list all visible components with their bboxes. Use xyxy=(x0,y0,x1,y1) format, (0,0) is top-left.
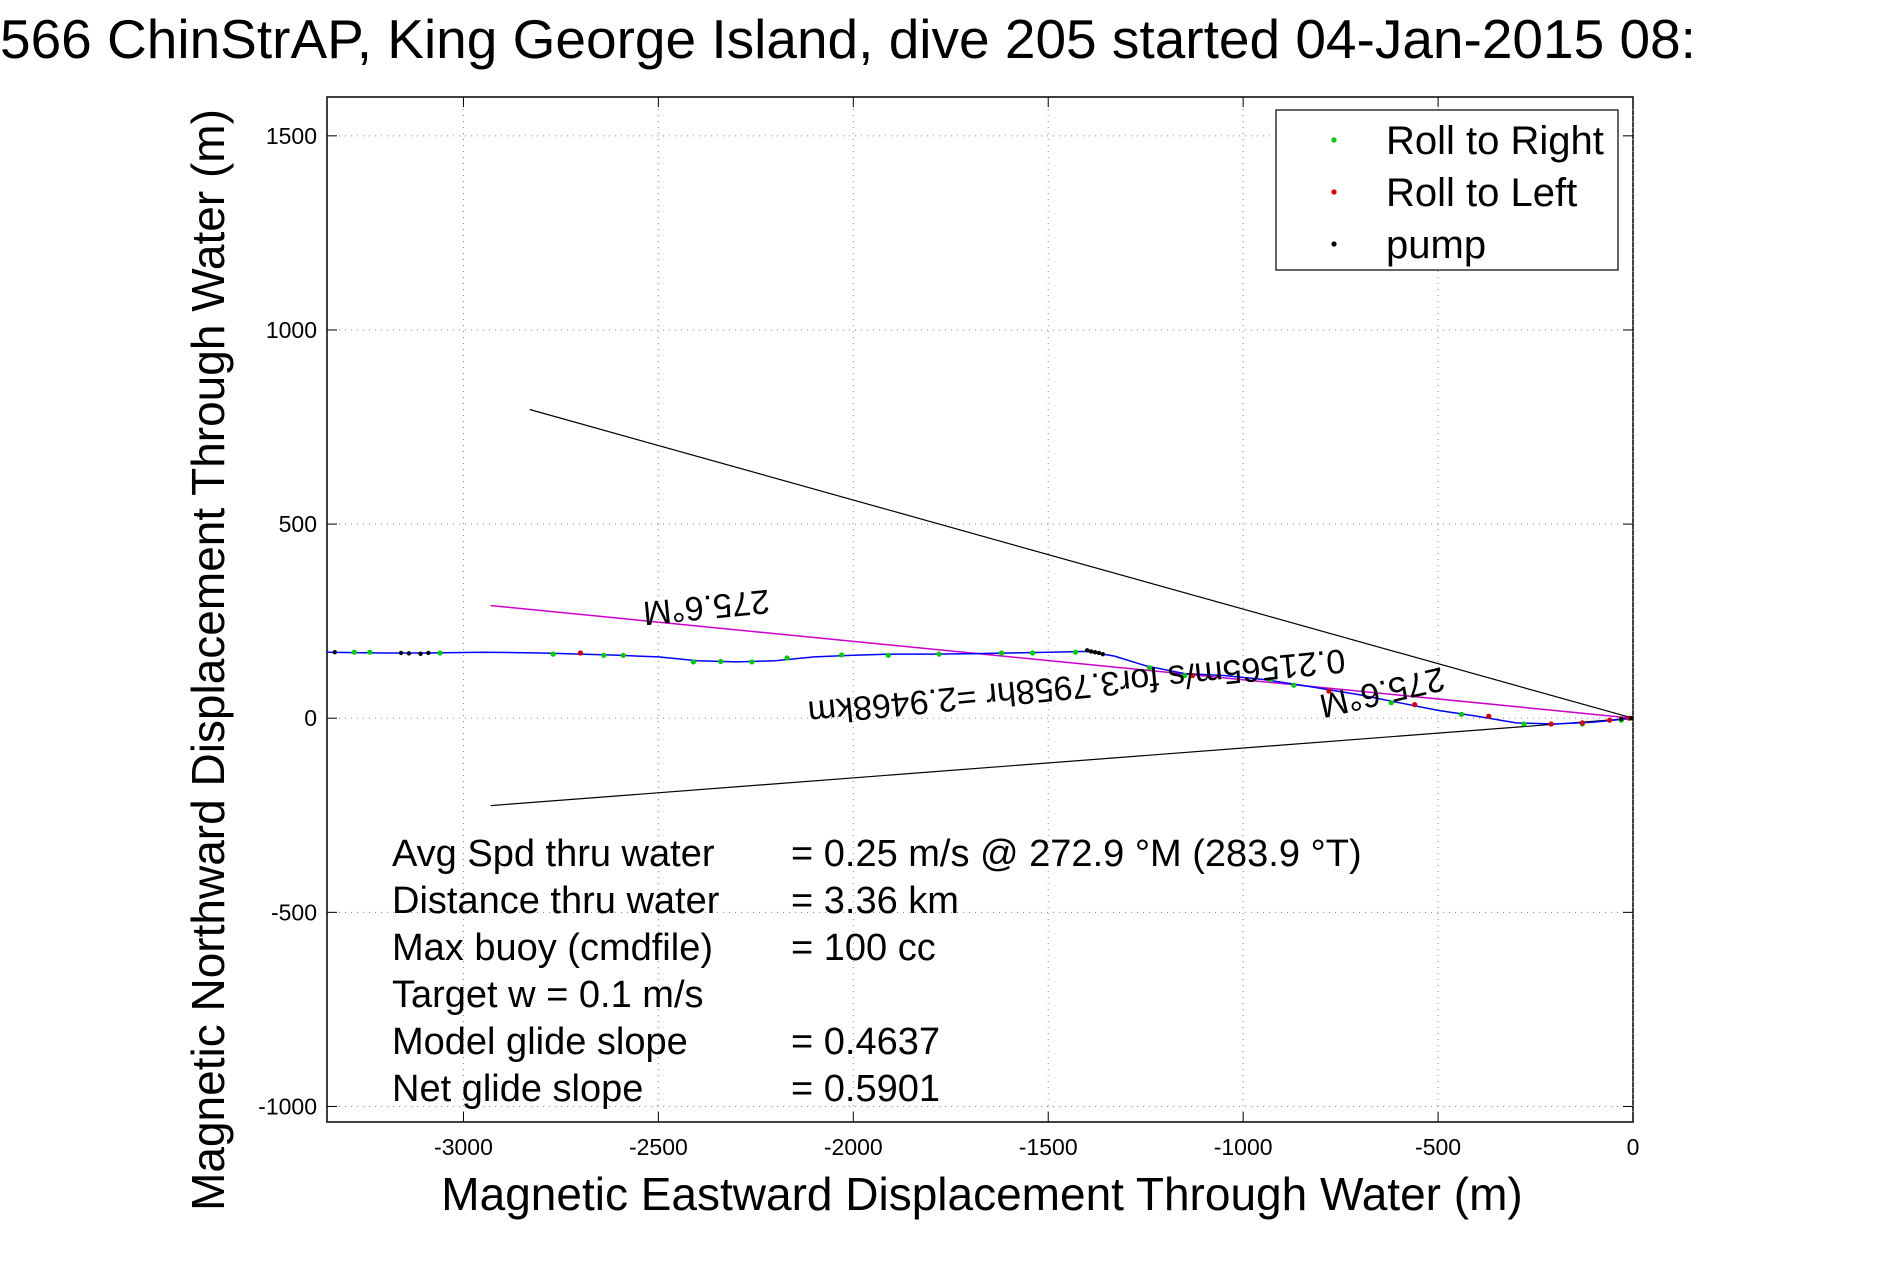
series-point xyxy=(1548,721,1554,727)
series-point xyxy=(1607,717,1613,723)
stats-label: Net glide slope xyxy=(392,1068,643,1110)
plot-frame xyxy=(326,96,1634,1123)
series-point xyxy=(749,659,755,665)
series-point xyxy=(418,651,423,656)
heading-annotation-upper: 275.6°M xyxy=(641,582,771,632)
series-point xyxy=(885,652,891,658)
series-point xyxy=(577,650,584,656)
series-point xyxy=(1100,651,1106,657)
series-point xyxy=(1412,702,1418,708)
series-point xyxy=(718,658,724,665)
heading-line xyxy=(490,604,1634,719)
stats-label: Max buoy (cmdfile) xyxy=(392,927,713,969)
series-point xyxy=(1388,700,1394,706)
y-tick-label: 1000 xyxy=(266,317,317,343)
y-tick-label: -1000 xyxy=(258,1093,317,1119)
legend-entry: pump xyxy=(1386,223,1486,267)
plot-area: -3000 -2500 -2000 -1500 -1000 -500 0 -1000 -500 0… xyxy=(258,96,1640,1160)
series-point xyxy=(1628,716,1634,721)
stats-value: = 100 cc xyxy=(791,927,936,969)
legend-entry: Roll to Left xyxy=(1386,171,1577,215)
series-point xyxy=(1579,720,1585,726)
stats-value: = 0.25 m/s @ 272.9 °M (283.9 °T) xyxy=(791,833,1362,875)
stats-label: Avg Spd thru water xyxy=(392,833,715,875)
series-point xyxy=(426,650,431,656)
legend-marker xyxy=(1331,241,1337,247)
x-tick-label: 0 xyxy=(1627,1134,1640,1160)
series-point xyxy=(1030,650,1036,656)
legend-marker xyxy=(1331,137,1337,143)
y-axis-label: Magnetic Northward Displacement Through … xyxy=(182,109,234,1211)
x-tick-label: -2500 xyxy=(629,1134,688,1160)
series-point xyxy=(601,652,607,658)
x-tick-label: -1000 xyxy=(1214,1134,1273,1160)
series-point xyxy=(398,650,404,656)
series-point xyxy=(1096,650,1102,656)
series-point xyxy=(620,652,626,658)
series-point xyxy=(1072,649,1079,655)
series-point xyxy=(1092,650,1098,655)
y-tick-label: 500 xyxy=(279,511,317,537)
series-point xyxy=(1458,711,1465,717)
envelope-lower-line xyxy=(490,717,1634,807)
chart-title: 566 ChinStrAP, King George Island, dive … xyxy=(0,8,1696,70)
series-point xyxy=(1521,721,1527,727)
series-point xyxy=(550,651,556,657)
series-point xyxy=(998,650,1005,656)
series-point xyxy=(1189,672,1196,679)
series-point xyxy=(1146,665,1153,671)
stats-label: Target w = 0.1 m/s xyxy=(392,974,704,1016)
series-point xyxy=(367,649,373,655)
legend-entry: Roll to Right xyxy=(1386,119,1604,163)
x-tick-label: -500 xyxy=(1415,1134,1461,1160)
y-tick-label: 1500 xyxy=(266,123,317,149)
series-point xyxy=(1182,672,1188,679)
dive-track-line xyxy=(326,650,1634,725)
x-tick-label: -3000 xyxy=(434,1134,493,1160)
x-tick-label: -2000 xyxy=(824,1134,883,1160)
series-point xyxy=(1085,648,1090,653)
x-axis-label: Magnetic Eastward Displacement Through W… xyxy=(441,1168,1522,1220)
series-point xyxy=(839,652,845,658)
series-point xyxy=(1486,713,1492,719)
series-point xyxy=(784,655,790,661)
series-point xyxy=(332,650,337,655)
stats-label: Distance thru water xyxy=(392,880,720,922)
stats-value: = 3.36 km xyxy=(791,880,959,922)
y-tick-label: -500 xyxy=(271,899,317,925)
series-point xyxy=(1291,682,1297,688)
series-point xyxy=(351,649,357,655)
series-point xyxy=(437,650,443,656)
series-point xyxy=(406,651,412,656)
series-point xyxy=(690,659,697,665)
stats-value: = 0.5901 xyxy=(791,1068,940,1110)
stats-label: Model glide slope xyxy=(392,1021,688,1063)
series-point xyxy=(936,651,942,657)
series-point xyxy=(1326,688,1332,694)
series-point xyxy=(1619,716,1624,722)
series-point xyxy=(1267,676,1274,682)
x-tick-label: -1500 xyxy=(1019,1134,1078,1160)
series-point xyxy=(1088,649,1094,654)
legend-marker xyxy=(1331,189,1337,195)
envelope-upper-line xyxy=(529,408,1634,719)
y-tick-label: 0 xyxy=(304,705,317,731)
stats-value: = 0.4637 xyxy=(791,1021,940,1063)
